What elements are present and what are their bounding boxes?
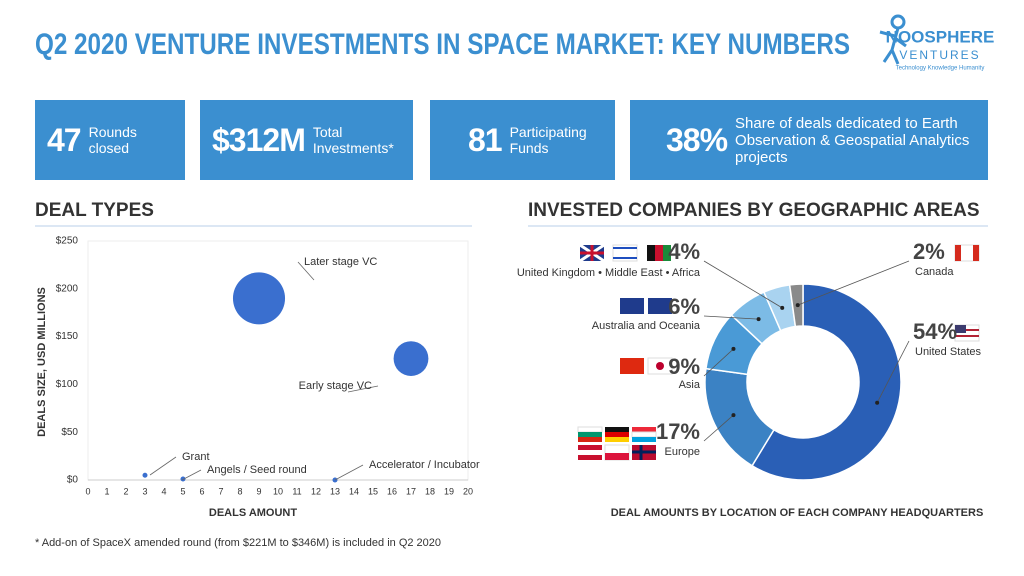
bubble-label: Accelerator / Incubator — [369, 459, 480, 471]
leader-line — [703, 414, 734, 442]
x-tick-label: 4 — [161, 486, 166, 496]
leader-dot — [795, 303, 800, 308]
y-axis-label: DEALS SIZE, USD MILLIONS — [36, 287, 48, 437]
kpi-label: Share of deals dedicated to Earth Observ… — [735, 114, 970, 166]
value-label: 54% — [913, 319, 957, 344]
category-label: Canada — [915, 266, 954, 278]
category-label: Australia and Oceania — [592, 320, 701, 332]
x-tick-label: 3 — [142, 486, 147, 496]
kpi-value: 38% — [666, 121, 728, 158]
logo-tagline: Technology Knowledge Humanity — [896, 66, 985, 72]
bubble-label: Grant — [182, 451, 210, 463]
x-tick-label: 13 — [330, 486, 340, 496]
x-tick-label: 8 — [237, 486, 242, 496]
leader-dot — [731, 413, 736, 418]
x-tick-label: 16 — [387, 486, 397, 496]
leader-line — [876, 340, 910, 403]
bubble — [232, 272, 286, 325]
y-tick-label: $200 — [56, 283, 79, 294]
leader-line — [334, 464, 364, 481]
category-label: Asia — [679, 379, 701, 391]
kpi-box: 81 Participating Funds — [430, 100, 615, 180]
bubble-label: Later stage VC — [304, 256, 377, 268]
bubble — [393, 341, 429, 376]
x-tick-label: 6 — [199, 486, 204, 496]
kpi-label: Rounds closed — [88, 124, 137, 156]
value-label: 17% — [656, 419, 700, 444]
kpi-value: 81 — [468, 121, 503, 158]
leader-dot — [756, 317, 761, 322]
x-tick-label: 7 — [218, 486, 223, 496]
leader-line — [149, 456, 177, 476]
x-tick-label: 19 — [444, 486, 454, 496]
x-tick-label: 14 — [349, 486, 359, 496]
x-tick-label: 11 — [292, 486, 301, 496]
section-title: INVESTED COMPANIES BY GEOGRAPHIC AREAS — [528, 200, 980, 221]
value-label: 6% — [668, 294, 700, 319]
x-tick-label: 0 — [85, 486, 90, 496]
logo-name: NOOSPHERE — [886, 27, 995, 46]
x-tick-label: 20 — [463, 486, 473, 496]
x-tick-label: 10 — [273, 486, 283, 496]
x-tick-label: 18 — [425, 486, 435, 496]
leader-dot — [780, 305, 785, 310]
bubble-label: Angels / Seed round — [207, 464, 307, 476]
y-tick-label: $0 — [67, 475, 79, 486]
value-label: 4% — [668, 239, 700, 264]
donut-segment — [751, 283, 902, 481]
kpi-label: Participating Funds — [509, 124, 587, 156]
x-axis-label: DEALS AMOUNT — [209, 507, 297, 519]
flags — [577, 243, 980, 461]
bubble-label: Early stage VC — [299, 380, 372, 392]
kpi-value: 47 — [47, 121, 82, 158]
value-label: 2% — [913, 239, 945, 264]
value-label: 9% — [668, 354, 700, 379]
y-tick-label: $100 — [56, 379, 79, 390]
x-tick-label: 12 — [311, 486, 321, 496]
leader-line — [703, 315, 759, 320]
x-tick-label: 1 — [104, 486, 109, 496]
category-label: Europe — [665, 446, 700, 458]
kpi-box: 38% Share of deals dedicated to Earth Obs… — [630, 100, 988, 180]
logo-sub: VENTURES — [899, 48, 980, 62]
x-tick-label: 15 — [368, 486, 378, 496]
leader-dot — [731, 346, 736, 351]
leader-line — [797, 260, 910, 306]
leader-line — [297, 261, 315, 281]
x-tick-label: 9 — [256, 486, 261, 496]
leader-line — [703, 260, 783, 309]
page-title: Q2 2020 VENTURE INVESTMENTS IN SPACE MAR… — [35, 28, 850, 61]
category-label: United Kingdom • Middle East • Africa — [517, 267, 701, 279]
kpi-box: $312M Total Investments* — [200, 100, 413, 180]
logo-icon — [879, 14, 907, 65]
x-tick-label: 17 — [406, 486, 416, 496]
kpi-label: Total Investments* — [312, 124, 394, 156]
leader-line — [347, 385, 379, 393]
footnote: * Add-on of SpaceX amended round (from $… — [35, 537, 441, 549]
bubble — [142, 472, 148, 478]
leader-line — [703, 348, 734, 377]
x-tick-label: 5 — [180, 486, 185, 496]
leader-line — [181, 469, 202, 481]
section-title: DEAL TYPES — [35, 200, 154, 221]
category-label: United States — [915, 346, 982, 358]
chart-subtitle: DEAL AMOUNTS BY LOCATION OF EACH COMPANY… — [611, 507, 984, 519]
kpi-box: 47 Rounds closed — [35, 100, 185, 180]
y-tick-label: $250 — [56, 236, 79, 247]
y-tick-label: $50 — [61, 427, 78, 438]
leader-dot — [875, 400, 880, 405]
y-tick-label: $150 — [56, 331, 79, 342]
x-tick-label: 2 — [123, 486, 128, 496]
kpi-value: $312M — [212, 121, 306, 158]
